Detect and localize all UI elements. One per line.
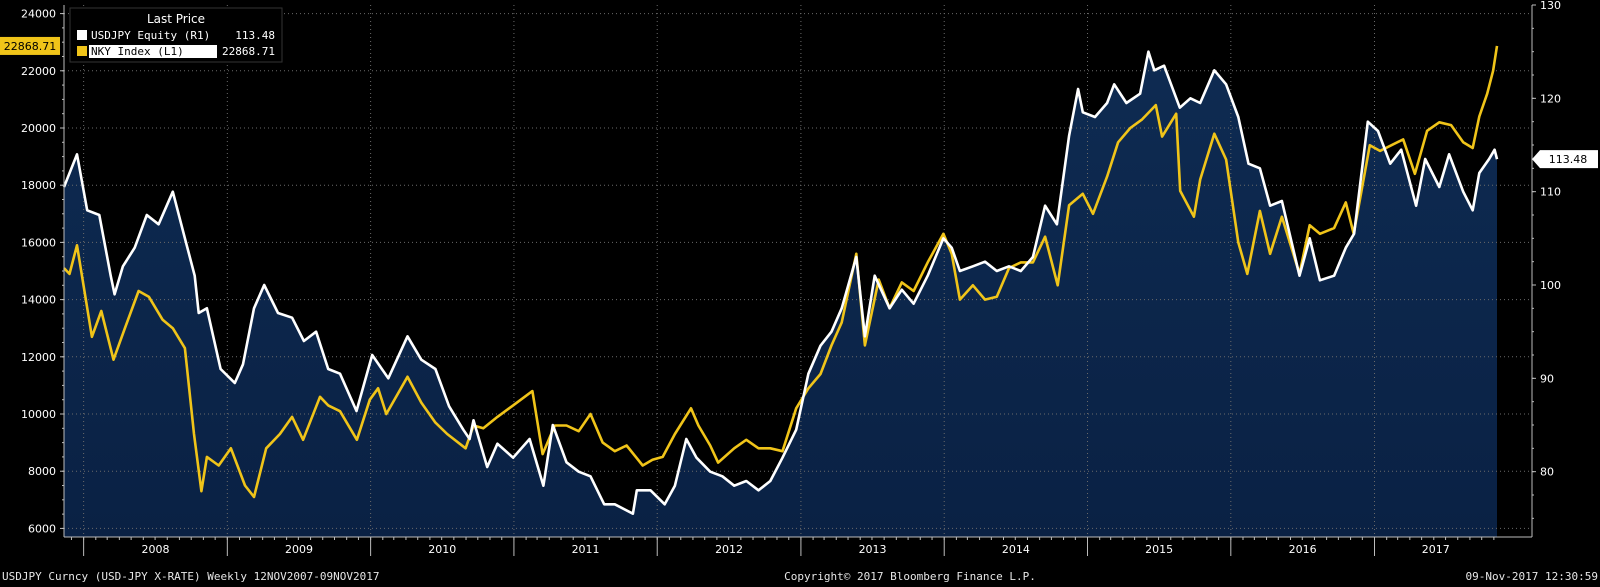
x-tick-label-2009: 2009 — [285, 543, 313, 556]
usdjpy-last-value-text: 113.48 — [1549, 153, 1588, 166]
legend-swatch-nky — [77, 46, 87, 56]
usdjpy-area-fill — [64, 51, 1497, 537]
usdjpy-line — [62, 50, 1499, 515]
x-tick-label-2012: 2012 — [715, 543, 743, 556]
x-tick-label-2016: 2016 — [1289, 543, 1317, 556]
right-tick-label-100: 100 — [1540, 279, 1561, 292]
nky-index-line — [63, 45, 1499, 499]
x-tick-label-2010: 2010 — [428, 543, 456, 556]
left-tick-label-18000: 18000 — [21, 179, 56, 192]
right-tick-label-110: 110 — [1540, 186, 1561, 199]
footer-security-info: USDJPY Curncy (USD-JPY X-RATE) Weekly 12… — [2, 570, 380, 583]
legend-title: Last Price — [147, 12, 205, 26]
left-axis-ticks: 24000 22000 20000 18000 16000 14000 12000 10000… — [21, 8, 64, 535]
horizontal-gridlines — [64, 13, 1532, 529]
footer-copyright: Copyright© 2017 Bloomberg Finance L.P. — [784, 570, 1036, 583]
x-tick-label-2008: 2008 — [141, 543, 169, 556]
right-tick-label-120: 120 — [1540, 92, 1561, 105]
left-tick-label-22000: 22000 — [21, 65, 56, 78]
x-tick-label-2013: 2013 — [859, 543, 887, 556]
x-tick-label-2011: 2011 — [572, 543, 600, 556]
left-tick-label-24000: 24000 — [21, 8, 56, 21]
legend-label-usdjpy: USDJPY Equity (R1) — [91, 29, 210, 42]
x-tick-label-2015: 2015 — [1145, 543, 1173, 556]
x-tick-label-2017: 2017 — [1422, 543, 1450, 556]
footer-timestamp: 09-Nov-2017 12:30:59 — [1466, 570, 1598, 583]
right-tick-label-130: 130 — [1540, 0, 1561, 12]
right-axis-ticks: 130 120 110 100 90 80 — [1532, 0, 1561, 519]
legend-swatch-usdjpy — [77, 30, 87, 40]
legend-label-highlight — [89, 45, 217, 58]
nky-last-value-tag: 22868.71 — [0, 36, 60, 55]
left-tick-label-16000: 16000 — [21, 236, 56, 249]
right-tick-label-90: 90 — [1540, 372, 1554, 385]
right-tick-label-80: 80 — [1540, 466, 1554, 479]
left-tick-label-12000: 12000 — [21, 351, 56, 364]
left-tick-label-14000: 14000 — [21, 294, 56, 307]
left-tick-label-6000: 6000 — [28, 522, 56, 535]
usdjpy-last-value-tag: 113.48 — [1532, 150, 1598, 169]
left-tick-label-8000: 8000 — [28, 465, 56, 478]
x-axis-year-labels: 2008 2009 2010 2011 2012 2013 2014 2015 2016 2017 — [70, 537, 1495, 556]
legend: Last Price USDJPY Equity (R1) 113.48 NKY… — [69, 7, 283, 63]
legend-value-nky: 22868.71 — [222, 45, 275, 58]
legend-label-nky: NKY Index (L1) — [91, 45, 184, 58]
left-tick-label-10000: 10000 — [21, 408, 56, 421]
nky-last-value-text: 22868.71 — [4, 40, 57, 53]
legend-value-usdjpy: 113.48 — [235, 29, 275, 42]
x-tick-label-2014: 2014 — [1002, 543, 1030, 556]
left-tick-label-20000: 20000 — [21, 122, 56, 135]
